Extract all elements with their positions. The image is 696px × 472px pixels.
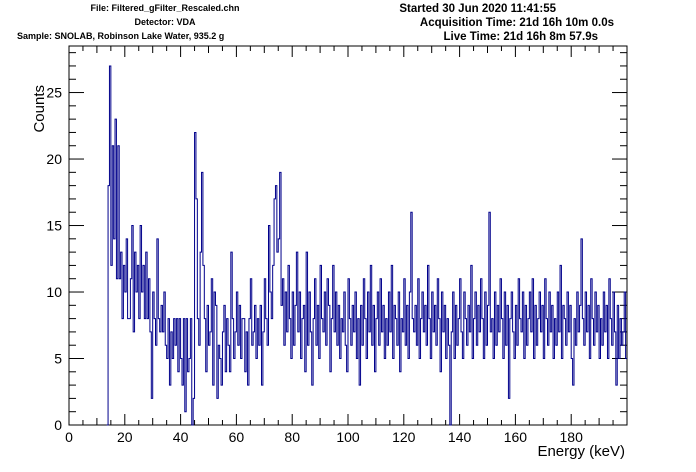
file-name-label: File: Filtered_gFilter_Rescaled.chn (90, 3, 240, 13)
y-tick-label: 20 (46, 151, 62, 167)
x-tick-label: 20 (117, 429, 133, 445)
y-tick-label: 5 (54, 351, 62, 367)
y-tick-label: 10 (46, 284, 62, 300)
x-tick-label: 140 (448, 429, 472, 445)
detector-label: Detector: VDA (134, 17, 196, 27)
y-tick-label: 25 (46, 85, 62, 101)
sample-label: Sample: SNOLAB, Robinson Lake Water, 935… (17, 31, 225, 41)
y-tick-label: 15 (46, 218, 62, 234)
x-tick-label: 0 (65, 429, 73, 445)
x-tick-label: 40 (173, 429, 189, 445)
x-tick-label: 160 (504, 429, 528, 445)
x-axis-label: Energy (keV) (537, 443, 625, 460)
x-tick-label: 180 (560, 429, 584, 445)
acquisition-time-label: Acquisition Time: 21d 16h 10m 0.0s (419, 17, 614, 29)
axis-ticks (68, 46, 627, 426)
x-tick-label: 80 (284, 429, 300, 445)
y-axis-label: Counts (31, 85, 48, 133)
axis-tick-labels: 0 20 40 60 80 100 120 140 160 180 0 5 10 15 20 25 (46, 85, 583, 445)
start-time-label: Started 30 Jun 2020 11:41:55 (399, 3, 556, 15)
spectrum-series-line (106, 65, 627, 426)
x-tick-label: 120 (392, 429, 416, 445)
x-tick-label: 60 (229, 429, 245, 445)
x-tick-label: 100 (336, 429, 360, 445)
live-time-label: Live Time: 21d 16h 8m 57.9s (443, 31, 598, 43)
y-tick-label: 0 (54, 417, 62, 433)
